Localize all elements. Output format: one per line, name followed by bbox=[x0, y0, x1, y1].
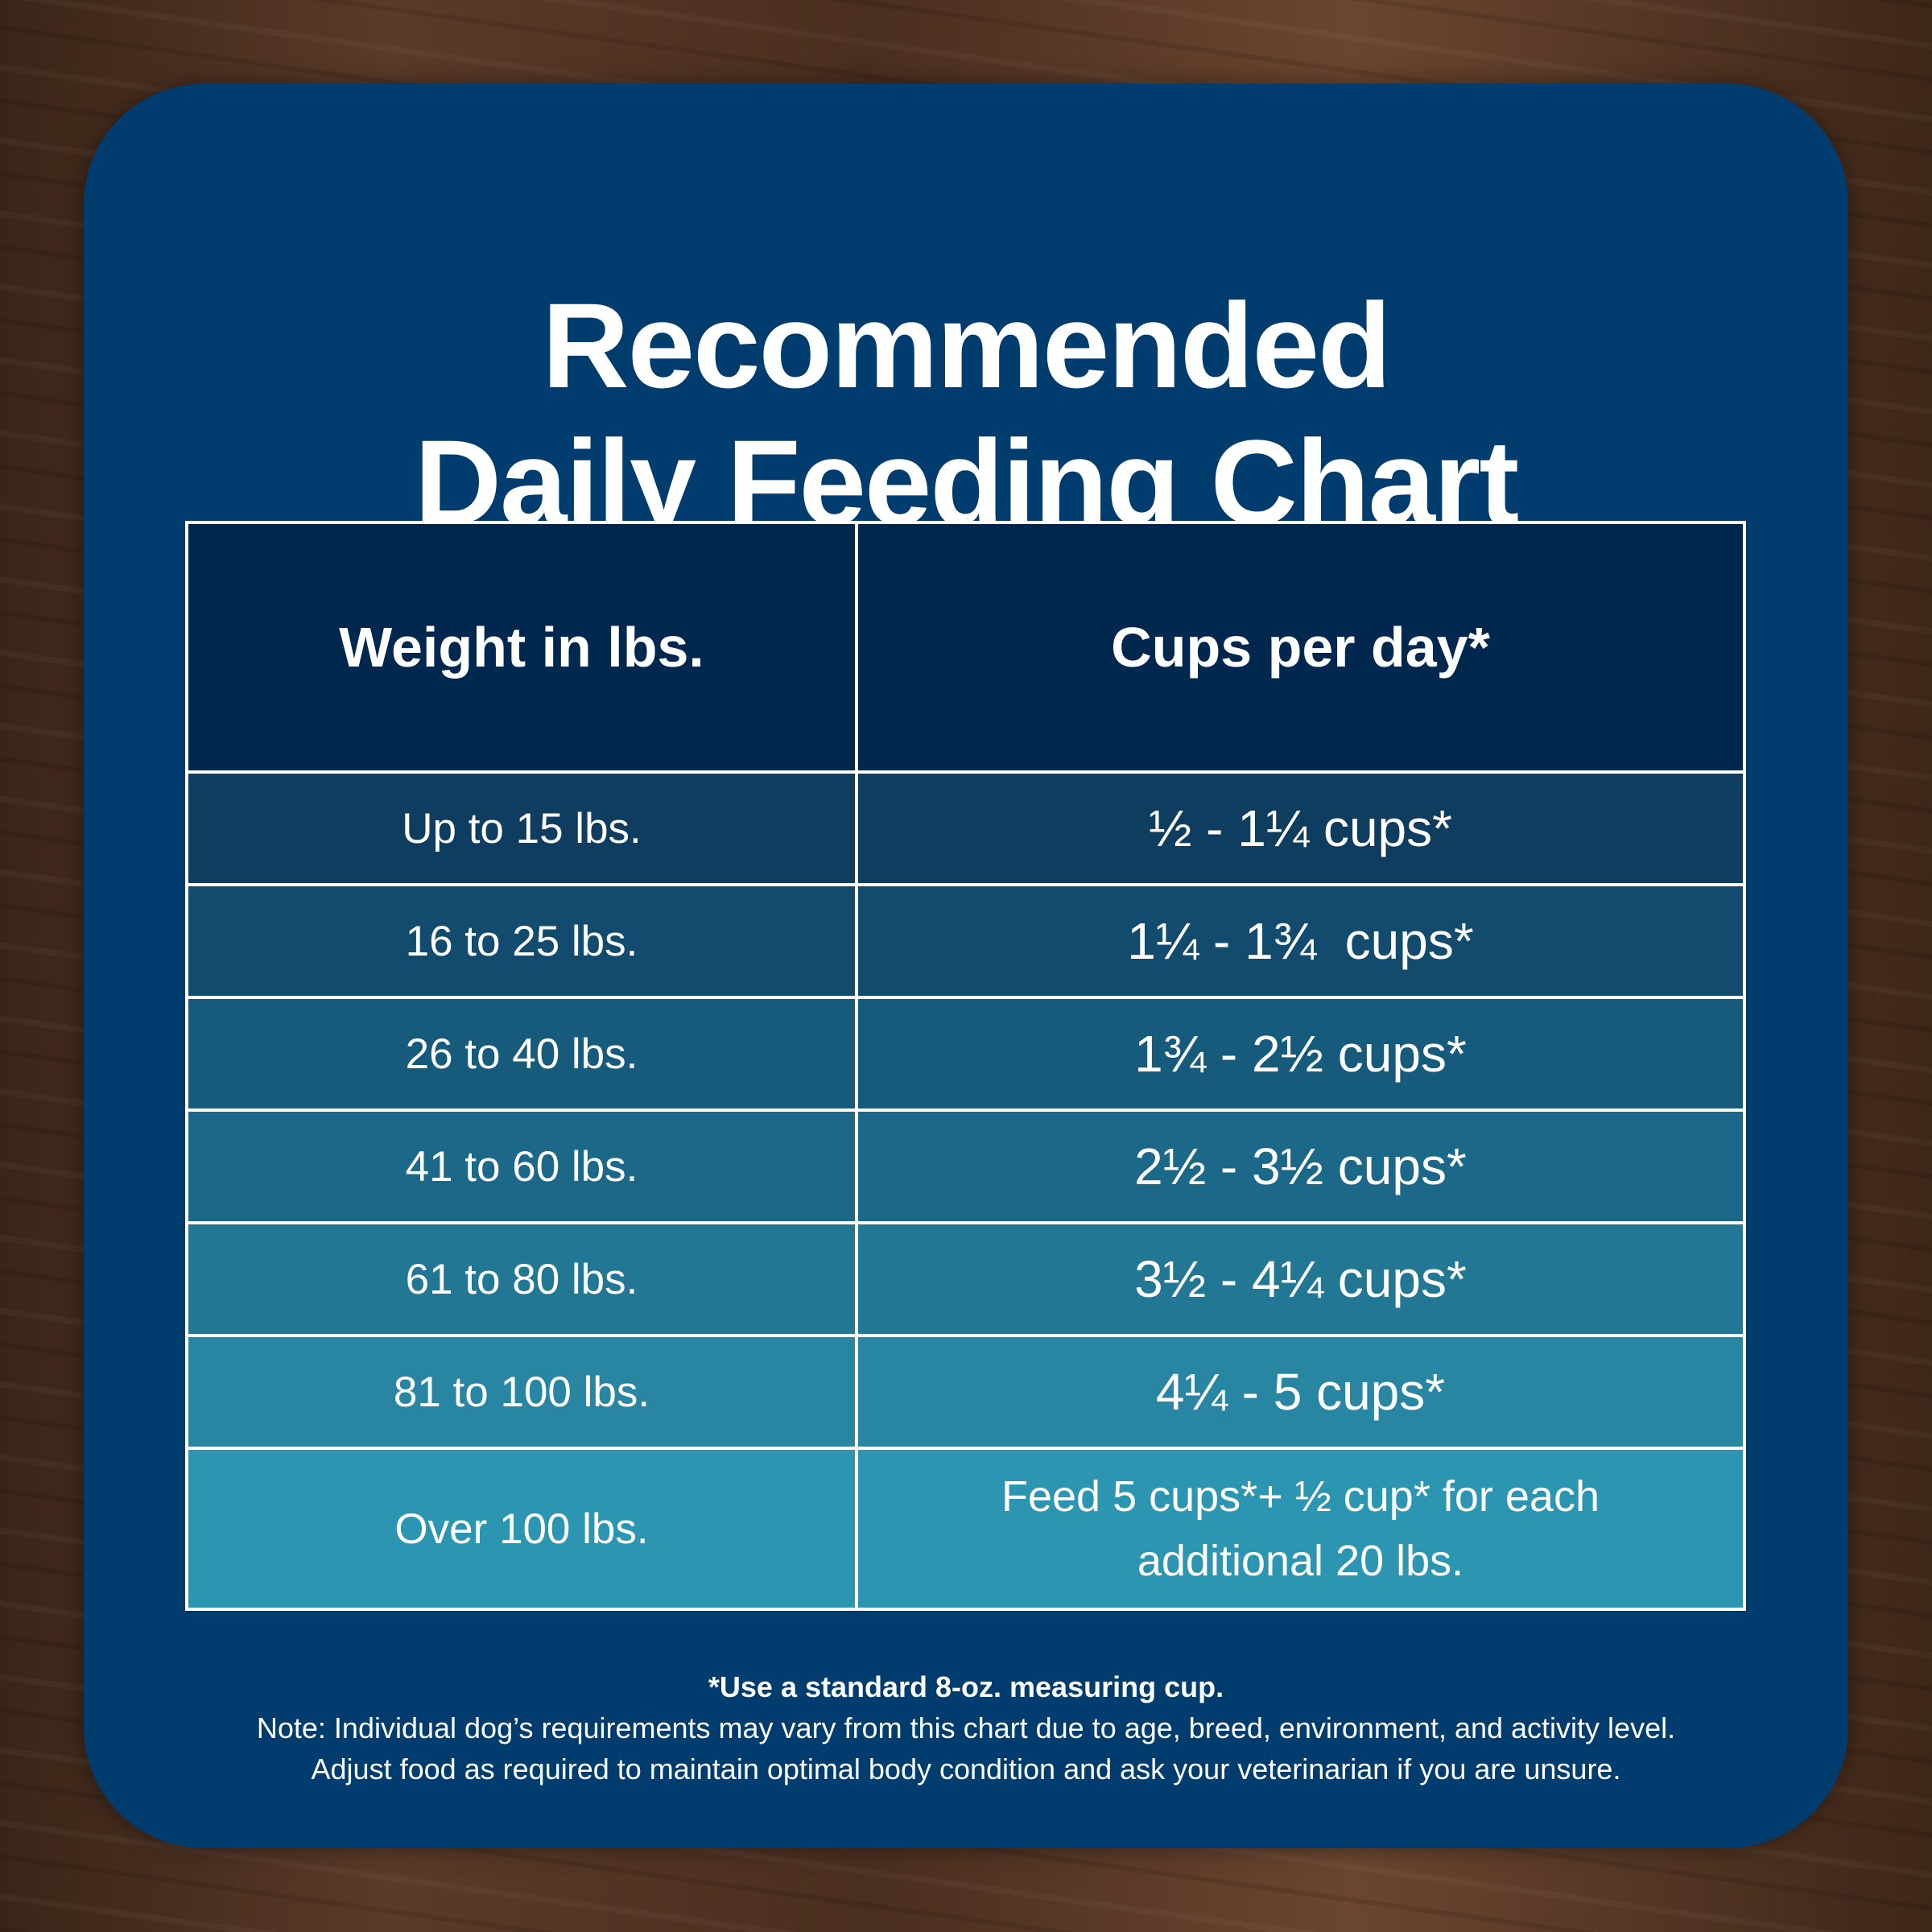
weight-cell: 26 to 40 lbs. bbox=[185, 996, 858, 1112]
weight-cell: 61 to 80 lbs. bbox=[185, 1221, 858, 1337]
weight-cell: 41 to 60 lbs. bbox=[185, 1108, 858, 1224]
feeding-table: Weight in lbs. Cups per day* Up to 15 lb… bbox=[185, 521, 1746, 1611]
cups-line-2: additional 20 lbs. bbox=[1137, 1537, 1464, 1585]
header-weight: Weight in lbs. bbox=[185, 521, 858, 774]
weight-cell: 81 to 100 lbs. bbox=[185, 1334, 858, 1450]
cups-cell: 1¼ - 1¾ cups* bbox=[855, 883, 1746, 999]
footnote-adjust: Adjust food as required to maintain opti… bbox=[311, 1752, 1621, 1785]
header-cups: Cups per day* bbox=[855, 521, 1746, 774]
cups-cell: 1¾ - 2½ cups* bbox=[855, 996, 1746, 1112]
page-title: Recommended Daily Feeding Chart bbox=[84, 277, 1848, 551]
cups-cell: ½ - 1¼ cups* bbox=[855, 770, 1746, 886]
table-row: 16 to 25 lbs. 1¼ - 1¾ cups* bbox=[185, 883, 1746, 999]
title-line-1: Recommended bbox=[542, 278, 1391, 413]
cups-cell: Feed 5 cups*+ ½ cup* for each additional… bbox=[855, 1447, 1746, 1611]
table-row: 41 to 60 lbs. 2½ - 3½ cups* bbox=[185, 1108, 1746, 1224]
table-header-row: Weight in lbs. Cups per day* bbox=[185, 521, 1746, 774]
table-row: 26 to 40 lbs. 1¾ - 2½ cups* bbox=[185, 996, 1746, 1112]
footnote: *Use a standard 8-oz. measuring cup. Not… bbox=[0, 1666, 1932, 1790]
weight-cell: 16 to 25 lbs. bbox=[185, 883, 858, 999]
table-row: Over 100 lbs. Feed 5 cups*+ ½ cup* for e… bbox=[185, 1447, 1746, 1611]
table-row: 61 to 80 lbs. 3½ - 4¼ cups* bbox=[185, 1221, 1746, 1337]
cups-cell: 2½ - 3½ cups* bbox=[855, 1108, 1746, 1224]
cups-line-1: Feed 5 cups*+ ½ cup* for each bbox=[1001, 1472, 1600, 1521]
table-row: Up to 15 lbs. ½ - 1¼ cups* bbox=[185, 770, 1746, 886]
footnote-note: Note: Individual dog’s requirements may … bbox=[256, 1711, 1676, 1744]
weight-cell: Up to 15 lbs. bbox=[185, 770, 858, 886]
footnote-cup: *Use a standard 8-oz. measuring cup. bbox=[708, 1670, 1224, 1703]
cups-cell: 3½ - 4¼ cups* bbox=[855, 1221, 1746, 1337]
cups-cell: 4¼ - 5 cups* bbox=[855, 1334, 1746, 1450]
weight-cell: Over 100 lbs. bbox=[185, 1447, 858, 1611]
table-row: 81 to 100 lbs. 4¼ - 5 cups* bbox=[185, 1334, 1746, 1450]
